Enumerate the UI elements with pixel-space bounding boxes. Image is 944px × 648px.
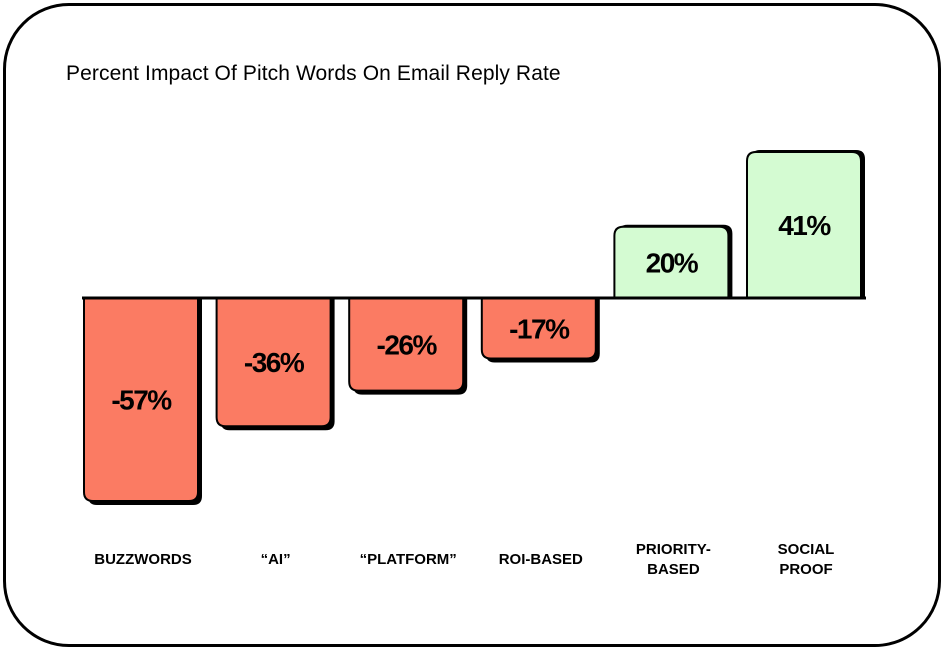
category-label: ROI-BASED (499, 551, 583, 568)
category-label: “PLATFORM” (360, 551, 457, 568)
bar (613, 225, 730, 299)
bar (348, 297, 465, 392)
data-label: 20% (646, 247, 699, 278)
bar (83, 297, 199, 502)
category-label: PRIORITY-BASED (636, 541, 711, 578)
data-label: 41% (778, 210, 831, 241)
bar-group: 20% PRIORITY-BASED (613, 224, 733, 578)
category-label: SOCIAL PROOF (778, 541, 835, 578)
bar-group: -57% BUZZWORDS (83, 297, 202, 568)
bar-group: -17% ROI-BASED (480, 297, 600, 568)
bar-group: 41% SOCIAL PROOF (746, 149, 865, 578)
data-label: -36% (244, 347, 305, 378)
bar-group: -36% “AI” (215, 297, 335, 568)
bar (480, 297, 597, 360)
data-label: -57% (111, 385, 172, 416)
bar (215, 297, 332, 428)
data-label: -26% (377, 329, 438, 360)
bar (746, 150, 862, 299)
category-label: BUZZWORDS (94, 551, 192, 568)
chart-title: Percent Impact Of Pitch Words On Email R… (66, 62, 561, 85)
data-label: -17% (509, 313, 570, 344)
category-label: “AI” (261, 551, 291, 568)
bar-group: -26% “PLATFORM” (348, 297, 468, 568)
